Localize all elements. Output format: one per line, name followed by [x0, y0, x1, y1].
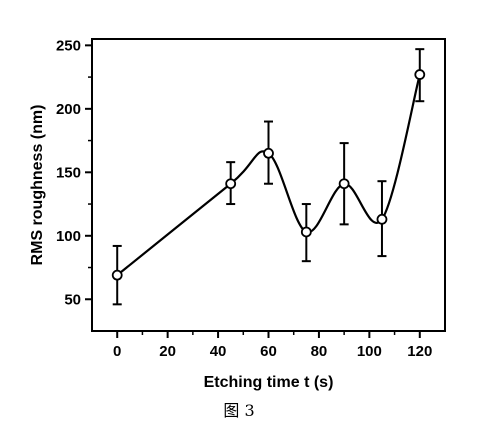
- x-tick-label-80: 80: [311, 343, 328, 360]
- data-point-90: [338, 178, 350, 190]
- y-tick-label-250: 250: [56, 37, 81, 54]
- x-axis-label: Etching time t (s): [204, 374, 334, 391]
- y-tick-label-50: 50: [64, 291, 81, 308]
- axes-frame: [91, 38, 446, 332]
- x-tick-label-0: 0: [113, 343, 121, 360]
- error-bars-layer: [112, 48, 425, 306]
- data-point-105: [376, 213, 388, 225]
- x-ticks-layer: 0 20 40 60 80 100 120: [113, 331, 432, 360]
- x-tick-label-100: 100: [357, 343, 382, 360]
- figure-caption: 图 3: [223, 401, 254, 420]
- data-point-45: [225, 178, 237, 190]
- data-point-120: [414, 69, 426, 80]
- data-point-0: [111, 269, 123, 281]
- y-tick-label-150: 150: [56, 164, 81, 181]
- y-tick-label-200: 200: [56, 101, 81, 118]
- data-point-75: [300, 226, 312, 238]
- x-tick-label-60: 60: [260, 343, 277, 360]
- data-point-60: [263, 147, 274, 159]
- x-tick-label-40: 40: [210, 343, 227, 360]
- y-ticks-layer: 50 100 150 200 250: [56, 37, 92, 308]
- y-tick-label-100: 100: [56, 228, 81, 245]
- y-axis-label: RMS roughness (nm): [29, 105, 46, 266]
- data-points-layer: [111, 69, 426, 281]
- x-tick-label-120: 120: [407, 343, 432, 360]
- x-tick-label-20: 20: [159, 343, 176, 360]
